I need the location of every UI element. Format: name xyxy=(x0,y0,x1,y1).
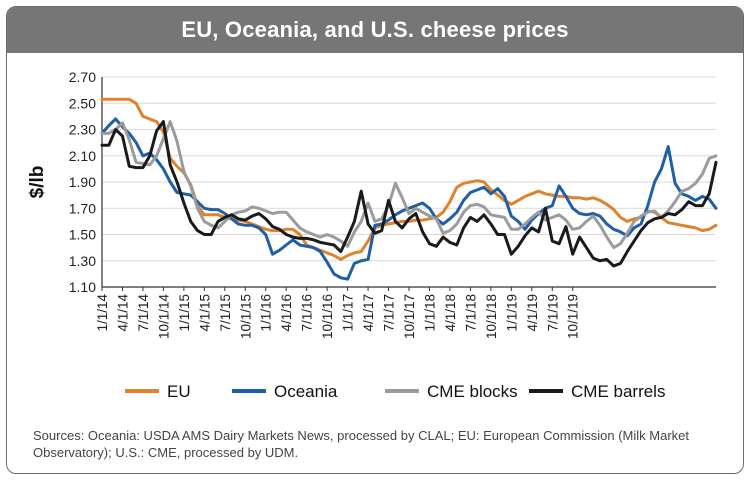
source-note: Sources: Oceania: USDA AMS Dairy Markets… xyxy=(33,428,690,460)
x-tick-label: 1/1/18 xyxy=(422,294,437,332)
x-tick-label: 1/1/14 xyxy=(95,294,110,332)
x-tick-label: 10/1/19 xyxy=(566,294,581,339)
x-tick-label: 4/1/18 xyxy=(443,294,458,332)
x-tick-label: 10/1/16 xyxy=(320,294,335,339)
x-tick-label: 7/1/17 xyxy=(382,294,397,332)
x-tick-label: 1/1/17 xyxy=(341,294,356,332)
x-tick-label: 4/1/15 xyxy=(197,294,212,332)
legend-label-cme-blocks: CME blocks xyxy=(427,382,518,401)
series-line-cme-barrels xyxy=(100,120,718,268)
x-tick-label: 7/1/14 xyxy=(136,294,151,332)
y-tick-label: 2.70 xyxy=(69,69,96,85)
series-line-eu xyxy=(100,97,718,261)
y-tick-label: 1.70 xyxy=(69,200,96,216)
x-tick-label: 10/1/17 xyxy=(402,294,417,339)
y-tick-label: 1.30 xyxy=(69,253,96,269)
y-tick-label: 1.50 xyxy=(69,227,96,243)
chart-panel: EU, Oceania, and U.S. cheese prices 1.10… xyxy=(6,6,744,474)
chart-title-bar: EU, Oceania, and U.S. cheese prices xyxy=(7,7,743,53)
x-tick-label: 7/1/16 xyxy=(300,294,315,332)
legend-label-cme-barrels: CME barrels xyxy=(571,382,665,401)
series-line-cme-blocks xyxy=(100,120,718,250)
x-tick-label: 1/1/16 xyxy=(259,294,274,332)
y-axis-title: $/lb xyxy=(27,166,48,199)
x-tick-label: 1/1/19 xyxy=(504,294,519,332)
chart-title: EU, Oceania, and U.S. cheese prices xyxy=(181,17,569,42)
series-line-oceania xyxy=(100,117,718,281)
y-tick-label: 2.30 xyxy=(69,122,96,138)
legend-label-oceania: Oceania xyxy=(274,382,338,401)
x-tick-label: 10/1/15 xyxy=(238,294,253,339)
y-tick-label: 2.50 xyxy=(69,95,96,111)
x-tick-label: 7/1/19 xyxy=(545,294,560,332)
x-tick-label: 4/1/19 xyxy=(525,294,540,332)
x-tick-label: 10/1/14 xyxy=(156,294,171,340)
x-tick-label: 4/1/17 xyxy=(361,294,376,332)
x-tick-label: 10/1/18 xyxy=(484,294,499,339)
x-tick-label: 1/1/15 xyxy=(177,294,192,332)
x-tick-label: 7/1/18 xyxy=(463,294,478,332)
y-tick-label: 2.10 xyxy=(69,148,96,164)
y-tick-label: 1.90 xyxy=(69,174,96,190)
x-tick-label: 4/1/14 xyxy=(115,294,130,332)
x-tick-label: 7/1/15 xyxy=(218,294,233,332)
x-tick-label: 4/1/16 xyxy=(279,294,294,332)
line-chart: 1.10 1.30 1.50 1.70 1.90 2.10 2.30 2.50 2.70 $/lb… xyxy=(27,69,718,401)
y-tick-label: 1.10 xyxy=(69,279,96,295)
legend-label-eu: EU xyxy=(167,382,191,401)
